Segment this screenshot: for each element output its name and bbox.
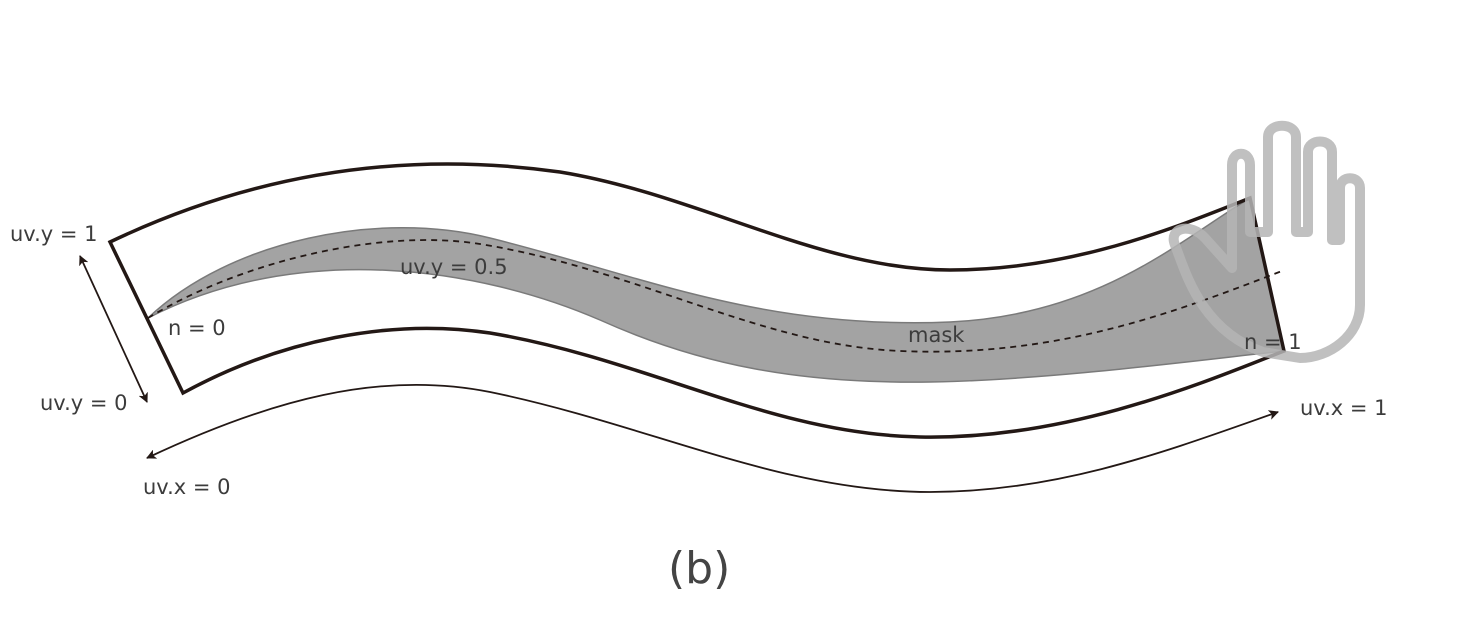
uv-x-0-label: uv.x = 0 [143,475,231,499]
mask-label: mask [908,323,965,347]
hand-icon [1168,120,1365,363]
uv-y-arrow [79,255,148,403]
figure-caption: (b) [668,543,730,594]
mask-region [147,196,1285,383]
ribbon-outline [107,162,1287,439]
uv-y-0-label: uv.y = 0 [40,391,128,415]
uv-x-1-label: uv.x = 1 [1300,396,1388,420]
n-1-label: n = 1 [1244,330,1302,354]
center-dashed-line [147,239,1283,353]
n-0-label: n = 0 [168,316,226,340]
uv-y-1-label: uv.y = 1 [10,222,98,246]
uv-y-half-label: uv.y = 0.5 [400,255,508,279]
uv-x-arrow [146,383,1279,493]
